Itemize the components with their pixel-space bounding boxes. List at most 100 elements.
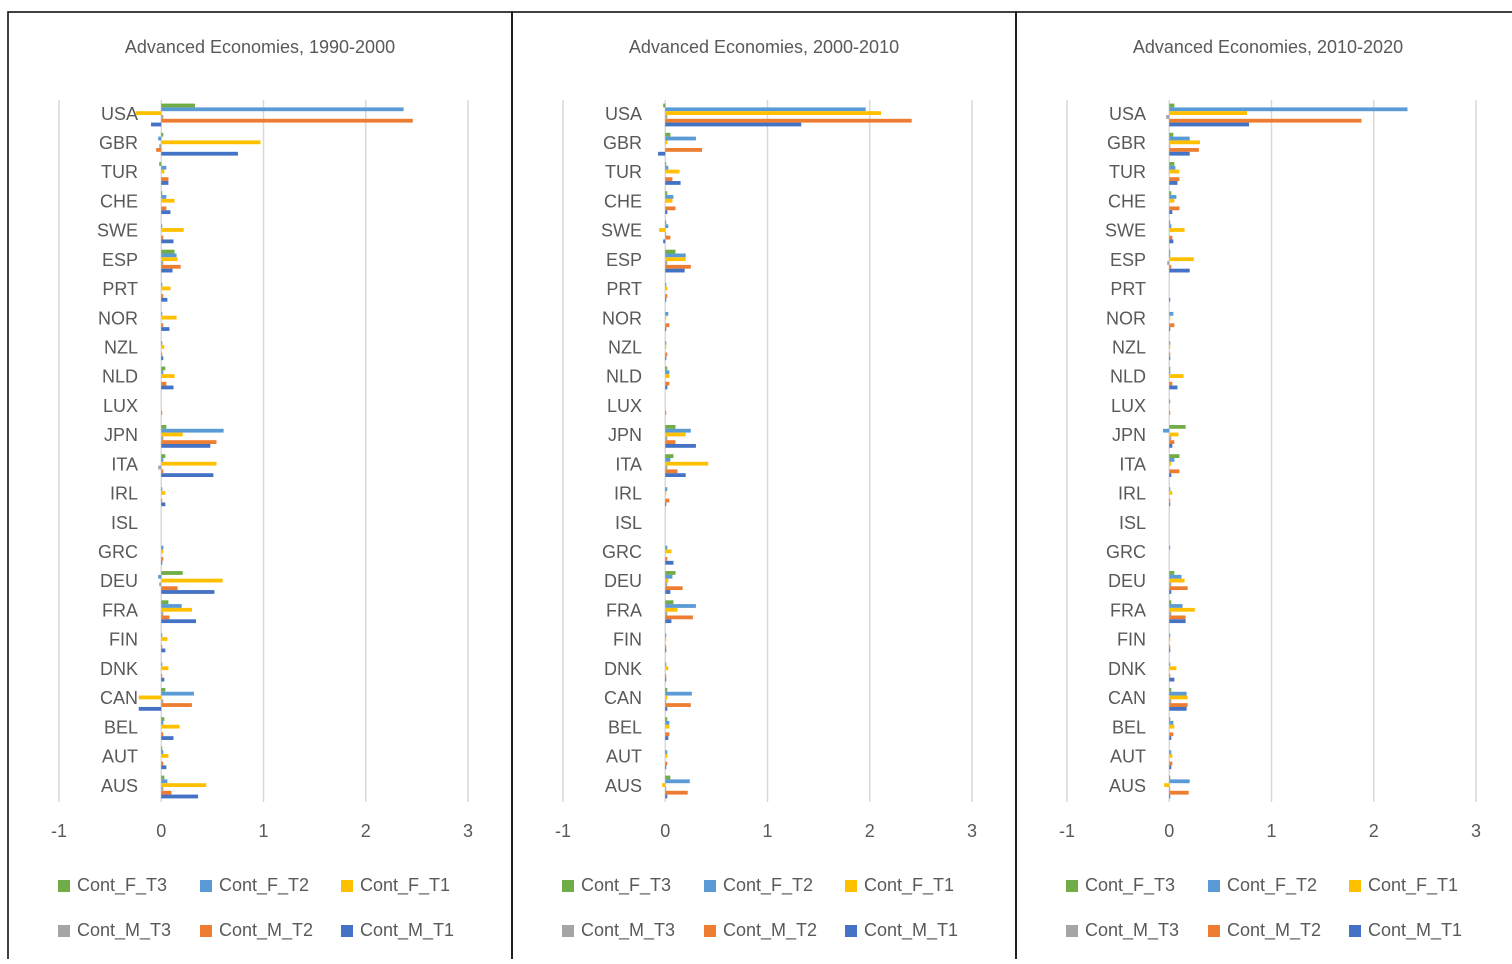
bar xyxy=(1169,239,1174,244)
bar xyxy=(665,607,678,612)
x-tick-label: 0 xyxy=(1164,821,1174,841)
bar xyxy=(1169,140,1200,145)
bar xyxy=(1169,165,1176,170)
bar xyxy=(161,691,194,696)
y-tick-label: CAN xyxy=(100,688,138,708)
bar xyxy=(1169,122,1250,127)
bar xyxy=(665,604,696,608)
legend-label: Cont_M_T1 xyxy=(864,920,958,941)
bar xyxy=(665,443,696,448)
bar xyxy=(161,557,164,561)
bar xyxy=(161,374,175,378)
bar xyxy=(161,370,164,375)
bar xyxy=(1169,162,1175,166)
bar xyxy=(1169,191,1172,196)
bar xyxy=(665,140,668,145)
bar xyxy=(665,794,668,799)
bar xyxy=(665,753,668,758)
bar xyxy=(1169,648,1171,653)
bar xyxy=(1169,257,1194,262)
y-tick-label: LUX xyxy=(607,396,642,416)
bar xyxy=(665,549,672,554)
bar xyxy=(1169,454,1180,459)
bar xyxy=(161,619,197,624)
y-tick-label: TUR xyxy=(101,162,138,182)
bar xyxy=(1169,473,1172,478)
bar xyxy=(1169,399,1171,404)
legend-swatch xyxy=(1066,925,1078,937)
bar xyxy=(161,794,199,799)
bar xyxy=(1169,753,1173,758)
x-tick-label: 1 xyxy=(762,821,772,841)
bar xyxy=(161,224,163,229)
bar xyxy=(665,344,667,349)
bar xyxy=(665,611,668,616)
bar xyxy=(161,235,164,240)
legend-swatch xyxy=(845,925,857,937)
bar xyxy=(665,341,667,345)
legend-swatch xyxy=(704,880,716,892)
y-tick-label: DEU xyxy=(100,571,138,591)
bar xyxy=(1169,571,1175,575)
bar xyxy=(161,590,215,594)
bar xyxy=(161,198,175,203)
bar xyxy=(161,440,217,444)
bar xyxy=(665,717,668,721)
y-tick-label: JPN xyxy=(104,425,138,445)
bar xyxy=(665,633,667,638)
y-tick-label: SWE xyxy=(601,221,642,241)
bar xyxy=(1169,264,1172,269)
bar xyxy=(665,571,676,575)
bar xyxy=(161,115,164,119)
bar xyxy=(665,473,686,478)
bar xyxy=(161,611,164,616)
x-tick-label: 3 xyxy=(463,821,473,841)
bar xyxy=(1169,366,1171,371)
bar xyxy=(161,385,174,390)
bar xyxy=(665,253,686,258)
bar xyxy=(665,370,670,375)
bar xyxy=(1169,327,1171,331)
bar xyxy=(161,717,165,721)
bar xyxy=(1169,352,1171,357)
y-tick-label: ISL xyxy=(1119,513,1146,533)
bar xyxy=(665,122,802,127)
bar xyxy=(1169,502,1171,507)
bar xyxy=(1169,268,1190,273)
bar xyxy=(665,724,670,729)
bar xyxy=(161,327,170,331)
bar xyxy=(1169,720,1174,725)
bar xyxy=(1169,297,1171,302)
legend-label: Cont_M_T3 xyxy=(581,920,675,941)
bar xyxy=(161,687,166,692)
bar xyxy=(1169,220,1171,225)
bar xyxy=(161,311,163,316)
bar xyxy=(161,261,164,265)
bar xyxy=(1169,144,1171,149)
bar xyxy=(1169,498,1171,503)
bar xyxy=(161,151,238,156)
bar xyxy=(1169,461,1172,466)
bar xyxy=(1169,574,1182,579)
bar xyxy=(665,366,668,371)
legend-swatch xyxy=(200,880,212,892)
bar xyxy=(1169,253,1171,258)
bar xyxy=(665,666,669,671)
bar xyxy=(1169,578,1185,583)
bar xyxy=(161,257,178,262)
bar xyxy=(161,578,223,583)
bar xyxy=(665,619,672,624)
y-tick-label: USA xyxy=(605,104,642,124)
bar xyxy=(1169,344,1171,349)
bar xyxy=(1169,432,1179,437)
bar xyxy=(161,239,174,244)
bar xyxy=(665,732,670,737)
bar xyxy=(665,491,667,495)
bar xyxy=(159,144,162,149)
bar xyxy=(665,286,668,291)
legend-label: Cont_F_T2 xyxy=(723,875,813,896)
legend-label: Cont_F_T2 xyxy=(219,875,309,896)
bar xyxy=(161,454,166,459)
y-tick-label: NLD xyxy=(102,367,138,387)
